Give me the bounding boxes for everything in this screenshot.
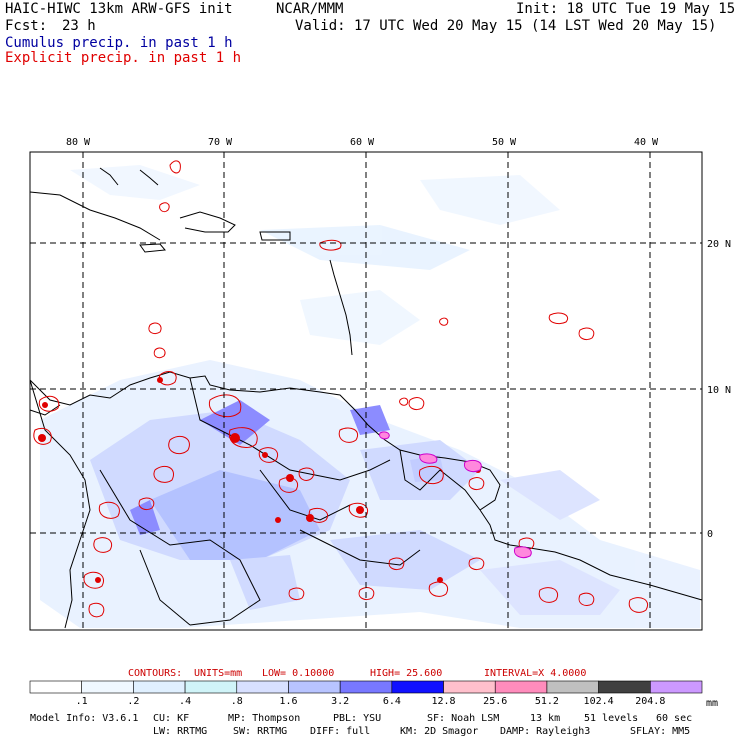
timestep: 60 sec [656,713,692,724]
sw-scheme: SW: RRTMG [233,726,287,737]
colorbar-ticks: .1 .2 .4 .8 1.6 3.2 6.4 12.8 25.6 51.2 102.4 204.8 [76,696,666,707]
colorbar-tick-label: .1 [76,696,88,707]
org-label: NCAR/MMM [276,1,344,17]
contours-low: LOW= 0.10000 [262,668,334,679]
lw-scheme: LW: RRTMG [153,726,207,737]
lat-label-10n: 10 N [707,385,731,396]
colorbar-swatch [81,680,134,694]
contours-high: HIGH= 25.600 [370,668,442,679]
init-time: Init: 18 UTC Tue 19 May 15 [516,1,736,17]
colorbar-swatch [546,680,599,694]
colorbar-tick-label: 204.8 [635,696,665,707]
km-scheme: KM: 2D Smagor [400,726,478,737]
colorbar-tick-label: 25.6 [483,696,507,707]
cu-scheme: CU: KF [153,713,189,724]
sflay-scheme: SFLAY: MM5 [630,726,690,737]
explicit-legend: Explicit precip. in past 1 h [5,50,242,66]
colorbar-swatch [236,680,289,694]
forecast-label: Fcst: [5,18,48,34]
lat-label-0: 0 [707,529,713,540]
colorbar-swatch [339,680,393,694]
colorbar-swatch [650,680,703,694]
grid-spacing: 13 km [530,713,560,724]
lon-label-40w: 40 W [634,137,659,148]
colorbar-tick-label: .8 [231,696,243,707]
colorbar-tick-label: 6.4 [383,696,401,707]
colorbar-tick-label: 3.2 [331,696,349,707]
model-version: Model Info: V3.6.1 [30,713,138,724]
sf-scheme: SF: Noah LSM [427,713,499,724]
lon-label-80w: 80 W [66,137,91,148]
valid-time: Valid: 17 UTC Wed 20 May 15 (14 LST Wed … [295,18,717,34]
colorbar-tick-label: .2 [127,696,139,707]
colorbar-swatch [29,680,82,694]
lon-label-60w: 60 W [350,137,375,148]
contours-units: UNITS=mm [194,668,242,679]
coastlines [29,167,703,629]
contours-interval: INTERVAL=X 4.0000 [484,668,586,679]
forecast-hour: 23 h [62,18,96,34]
colorbar-swatch [133,680,186,694]
colorbar-tick-label: 1.6 [279,696,297,707]
colorbar-swatch [443,680,496,694]
heavy-precip [379,431,532,559]
colorbar-tick-label: 12.8 [431,696,455,707]
lon-label-70w: 70 W [208,137,233,148]
model-title: HAIC-HIWC 13km ARW-GFS init [5,1,233,17]
colorbar-swatch [598,680,651,694]
lon-label-50w: 50 W [492,137,517,148]
cumulus-legend: Cumulus precip. in past 1 h [5,35,233,51]
colorbar-swatch [288,680,341,694]
diff-scheme: DIFF: full [310,726,370,737]
damp-scheme: DAMP: Rayleigh3 [500,726,590,737]
colorbar-swatch [184,680,238,694]
colorbar-swatch [494,680,548,694]
colorbar [29,680,703,694]
contours-label: CONTOURS: [128,668,182,679]
graticule [30,152,702,630]
colorbar-swatch [391,680,444,694]
cumulus-shading [40,165,700,628]
colorbar-unit: mm [706,698,718,709]
explicit-precip-contours [33,160,648,618]
pbl-scheme: PBL: YSU [333,713,381,724]
lat-label-20n: 20 N [707,239,731,250]
mp-scheme: MP: Thompson [228,713,300,724]
colorbar-tick-label: .4 [179,696,191,707]
explicit-precip-cores [38,377,481,583]
colorbar-tick-label: 102.4 [584,696,614,707]
levels: 51 levels [584,713,638,724]
colorbar-tick-label: 51.2 [535,696,559,707]
